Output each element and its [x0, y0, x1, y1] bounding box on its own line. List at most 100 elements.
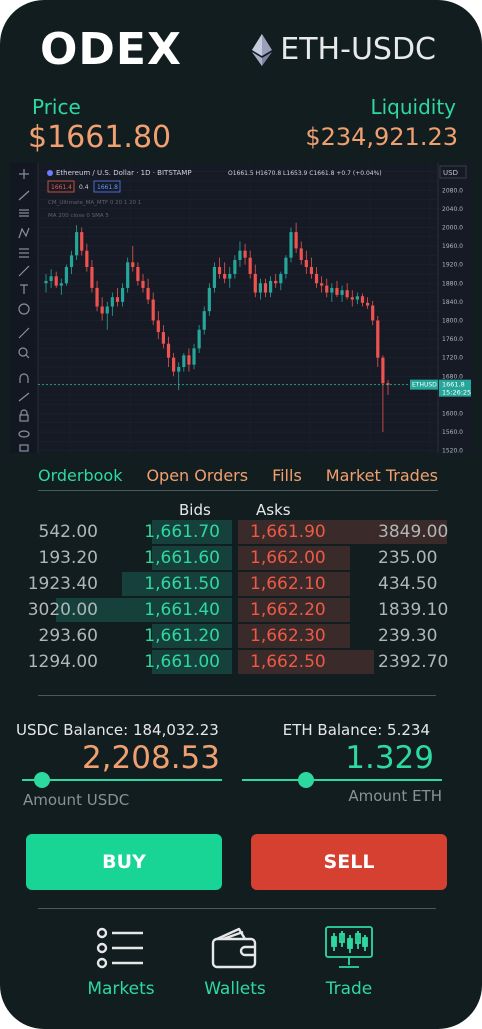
candle — [330, 283, 333, 302]
candle — [106, 302, 109, 330]
currency-label: USD — [443, 169, 458, 177]
candle — [116, 288, 119, 307]
ohlc-readout: O1661.5 H1670.8 L1653.9 C1661.8 +0.7 (+0… — [228, 170, 382, 177]
candle — [249, 251, 252, 279]
bid-quantity: 1923.40 — [28, 572, 98, 596]
orderbook-row[interactable]: 3020.00 1,661.40 1,662.20 1839.10 — [0, 598, 482, 622]
candle — [85, 244, 88, 272]
orderbook-row[interactable]: 1294.00 1,661.00 1,662.50 2392.70 — [0, 650, 482, 674]
orderbook-tabs: Orderbook Open Orders Fills Market Trade… — [38, 460, 438, 491]
candle — [111, 293, 114, 316]
divider — [38, 908, 436, 909]
usdc-slider-track[interactable] — [22, 779, 222, 781]
nav-wallets[interactable]: Wallets — [180, 925, 290, 999]
orderbook-row[interactable]: 1923.40 1,661.50 1,662.10 434.50 — [0, 572, 482, 596]
price-value: $1661.80 — [28, 120, 171, 155]
bid-price: 1,661.50 — [144, 572, 220, 596]
buy-button[interactable]: BUY — [26, 834, 222, 890]
ask-quantity: 239.30 — [378, 624, 437, 648]
candle — [208, 283, 211, 316]
orderbook-row[interactable]: 193.20 1,661.60 1,662.00 235.00 — [0, 546, 482, 570]
orderbook-row[interactable]: 293.60 1,661.20 1,662.30 239.30 — [0, 624, 482, 648]
ask-quantity: 434.50 — [378, 572, 437, 596]
orderbook-row[interactable]: 542.00 1,661.70 1,661.90 3849.00 — [0, 520, 482, 544]
candle — [192, 344, 195, 370]
bid-quantity: 542.00 — [39, 520, 98, 544]
candle — [223, 262, 226, 283]
candle — [361, 293, 364, 306]
spread-label: 0.4 — [79, 184, 89, 191]
candle — [131, 246, 134, 272]
candle — [300, 241, 303, 264]
candlestick-chart[interactable]: USD 2080.0 2040.0 2000.0 1960.0 1920.0 1880.0… — [10, 163, 472, 453]
ask-price: 1,662.10 — [250, 572, 326, 596]
eth-balance: ETH Balance: 5.234 — [283, 721, 430, 739]
wallet-icon — [209, 925, 261, 971]
asks-header: Asks — [256, 501, 291, 519]
tab-fills[interactable]: Fills — [272, 466, 302, 485]
bid-quantity: 193.20 — [39, 546, 98, 570]
candle — [310, 258, 313, 279]
candle — [80, 227, 83, 255]
candle — [320, 276, 323, 292]
liquidity-label: Liquidity — [370, 95, 456, 119]
bid-price: 1,661.60 — [144, 546, 220, 570]
tab-open-orders[interactable]: Open Orders — [146, 466, 248, 485]
candle — [172, 353, 175, 376]
candle — [279, 272, 282, 291]
candle — [238, 241, 241, 267]
sell-button[interactable]: SELL — [251, 834, 447, 890]
price-axis: 2080.0 2040.0 2000.0 1960.0 1920.0 1880.0 1840… — [442, 187, 463, 453]
candle — [162, 325, 165, 348]
usdc-slider-handle[interactable] — [34, 772, 50, 788]
price-tick-label: 1720.0 — [442, 355, 463, 362]
candle — [121, 283, 124, 306]
divider — [38, 695, 436, 696]
candle — [65, 265, 68, 286]
chart-monitor-icon — [323, 925, 375, 971]
pair-selector[interactable]: ETH-USDC — [252, 30, 436, 70]
ask-price: 1,662.00 — [250, 546, 326, 570]
usdc-amount-input[interactable]: 2,208.53 — [82, 740, 220, 776]
candle — [264, 279, 267, 298]
tab-orderbook[interactable]: Orderbook — [38, 466, 122, 485]
bid-quantity: 293.60 — [39, 624, 98, 648]
liquidity-value: $234,921.23 — [305, 123, 458, 151]
eth-amount-label: Amount ETH — [348, 787, 442, 805]
nav-markets[interactable]: Markets — [66, 925, 176, 999]
app-logo: ODEX — [40, 24, 182, 76]
candle — [136, 262, 139, 285]
usdc-amount-label: Amount USDC — [23, 791, 129, 809]
candle — [218, 258, 221, 279]
candle — [167, 337, 170, 367]
tab-market-trades[interactable]: Market Trades — [326, 466, 438, 485]
candle — [203, 307, 206, 335]
price-tick-label: 2000.0 — [442, 224, 463, 231]
sell-price-box-label: 1661.4 — [51, 184, 72, 191]
price-tick-label: 1960.0 — [442, 243, 463, 250]
price-tick-label: 1920.0 — [442, 262, 463, 269]
bid-price: 1,661.00 — [144, 650, 220, 674]
ask-quantity: 235.00 — [378, 546, 437, 570]
candle — [75, 225, 78, 260]
candle — [325, 279, 328, 298]
price-chart[interactable]: USD 2080.0 2040.0 2000.0 1960.0 1920.0 1880.0… — [10, 163, 472, 453]
candle — [269, 276, 272, 297]
eth-slider-handle[interactable] — [298, 772, 314, 788]
candle — [233, 255, 236, 278]
price-tick-label: 1680.0 — [442, 373, 463, 380]
candle — [146, 279, 149, 305]
indicator-sma: MA 200 close 0 SMA 5 — [48, 213, 109, 219]
candle — [305, 251, 308, 274]
price-tick-label: 1600.0 — [442, 410, 463, 417]
nav-trade[interactable]: Trade — [294, 925, 404, 999]
candle-series — [44, 223, 389, 432]
eth-slider-track[interactable] — [242, 779, 442, 781]
candle — [44, 274, 47, 293]
candle — [386, 380, 389, 395]
nav-markets-label: Markets — [87, 979, 154, 999]
eth-amount-input[interactable]: 1.329 — [345, 740, 434, 776]
candle — [259, 279, 262, 300]
price-tick-label: 1800.0 — [442, 317, 463, 324]
